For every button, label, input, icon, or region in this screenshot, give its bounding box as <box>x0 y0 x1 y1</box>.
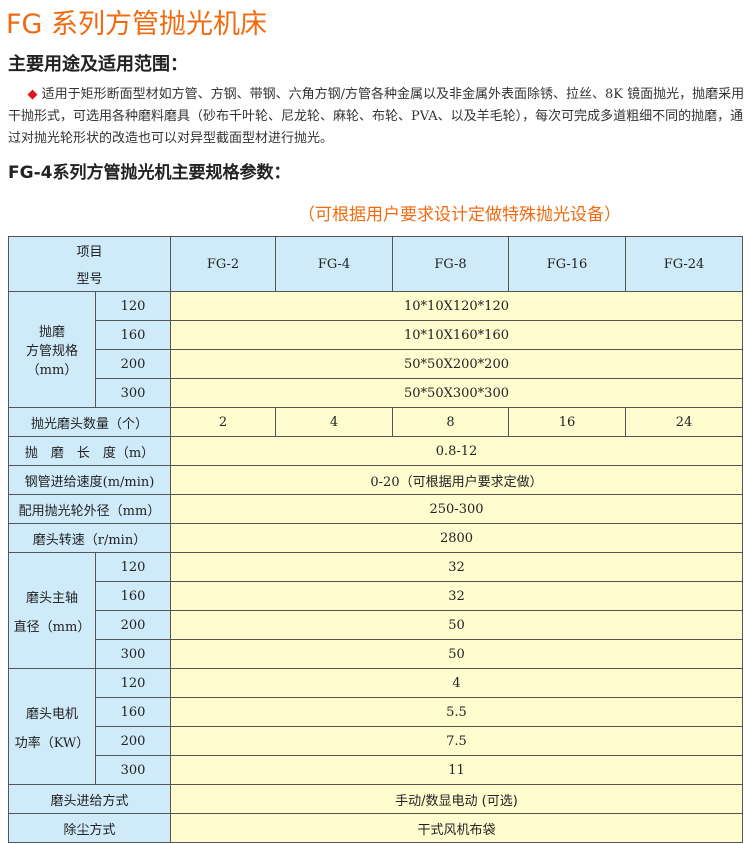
value-cell: 0.8-12 <box>170 436 743 466</box>
value-cell: 50*50X300*300 <box>170 378 743 408</box>
size-cell: 300 <box>95 755 171 785</box>
spindle-label: 磨头主轴直径（mm） <box>8 552 96 669</box>
heads-label: 抛光磨头数量（个） <box>8 407 171 437</box>
page-title: FG 系列方管抛光机床 <box>6 9 268 40</box>
label-line: （mm） <box>26 363 78 378</box>
header-item-model: 项目 型号 <box>8 236 171 292</box>
speed-label: 钢管进给速度(m/min) <box>8 465 171 495</box>
value-cell: 7.5 <box>170 726 743 756</box>
header-model: 型号 <box>76 272 103 287</box>
diamond-bullet-icon: ◆ <box>27 87 38 102</box>
dust-label: 除尘方式 <box>8 813 171 843</box>
value-cell: 32 <box>170 581 743 611</box>
value-cell: 250-300 <box>170 494 743 524</box>
value-cell: 11 <box>170 755 743 785</box>
value-cell: 10*10X160*160 <box>170 320 743 350</box>
label-line: 磨头主轴 <box>25 590 78 606</box>
custom-note: （可根据用户要求设计定做特殊抛光设备） <box>298 205 621 225</box>
value-cell: 24 <box>625 407 743 437</box>
size-cell: 300 <box>95 639 171 669</box>
header-row: 项目型号 FG-2 FG-4 FG-8 FG-16 FG-24 <box>8 236 743 292</box>
value-cell: 50 <box>170 610 743 640</box>
size-cell: 160 <box>95 697 171 727</box>
size-cell: 200 <box>95 726 171 756</box>
model-header: FG-4 <box>275 236 393 292</box>
value-cell: 5.5 <box>170 697 743 727</box>
size-cell: 200 <box>95 349 171 379</box>
value-cell: 16 <box>508 407 626 437</box>
model-header: FG-8 <box>392 236 509 292</box>
value-cell: 10*10X120*120 <box>170 291 743 321</box>
usage-text: 适用于矩形断面型材如方管、方钢、带钢、六角方钢/方管各种金属以及非金属外表面除锈… <box>8 87 745 146</box>
value-cell: 2800 <box>170 523 743 553</box>
model-header: FG-16 <box>508 236 626 292</box>
value-cell: 2 <box>170 407 276 437</box>
length-label: 抛 磨 长 度（m） <box>8 436 171 466</box>
usage-paragraph: ◆ 适用于矩形断面型材如方管、方钢、带钢、六角方钢/方管各种金属以及非金属外表面… <box>8 84 746 150</box>
wheel-label: 配用抛光轮外径（mm） <box>8 494 171 524</box>
value-cell: 8 <box>392 407 509 437</box>
label-line: 直径（mm） <box>13 619 91 635</box>
label-line: 方管规格 <box>25 344 78 359</box>
size-cell: 120 <box>95 552 171 582</box>
value-cell: 50*50X200*200 <box>170 349 743 379</box>
spec-table: 项目型号 FG-2 FG-4 FG-8 FG-16 FG-24 抛磨方管规格 （m… <box>8 236 743 843</box>
usage-heading: 主要用途及适用范围： <box>8 54 188 75</box>
label-line: 抛磨 <box>38 325 65 340</box>
value-cell: 50 <box>170 639 743 669</box>
feed-label: 磨头进给方式 <box>8 784 171 814</box>
label-line: 磨头电机 <box>25 706 78 722</box>
value-cell: 4 <box>275 407 393 437</box>
power-label: 磨头电机功率（KW） <box>8 668 96 785</box>
value-cell: 干式风机布袋 <box>170 813 743 843</box>
size-cell: 300 <box>95 378 171 408</box>
size-cell: 160 <box>95 320 171 350</box>
label-line: 功率（KW） <box>14 735 90 751</box>
rpm-label: 磨头转速（r/min） <box>8 523 171 553</box>
tube-label: 抛磨方管规格 （mm） <box>8 291 96 408</box>
value-cell: 4 <box>170 668 743 698</box>
header-item: 项目 <box>76 245 103 260</box>
value-cell: 0-20（可根据用户要求定做） <box>170 465 743 495</box>
value-cell: 手动/数显电动 (可选) <box>170 784 743 814</box>
spec-heading: FG-4系列方管抛光机主要规格参数： <box>8 163 291 183</box>
size-cell: 120 <box>95 291 171 321</box>
value-cell: 32 <box>170 552 743 582</box>
size-cell: 160 <box>95 581 171 611</box>
model-header: FG-2 <box>170 236 276 292</box>
size-cell: 200 <box>95 610 171 640</box>
model-header: FG-24 <box>625 236 743 292</box>
size-cell: 120 <box>95 668 171 698</box>
